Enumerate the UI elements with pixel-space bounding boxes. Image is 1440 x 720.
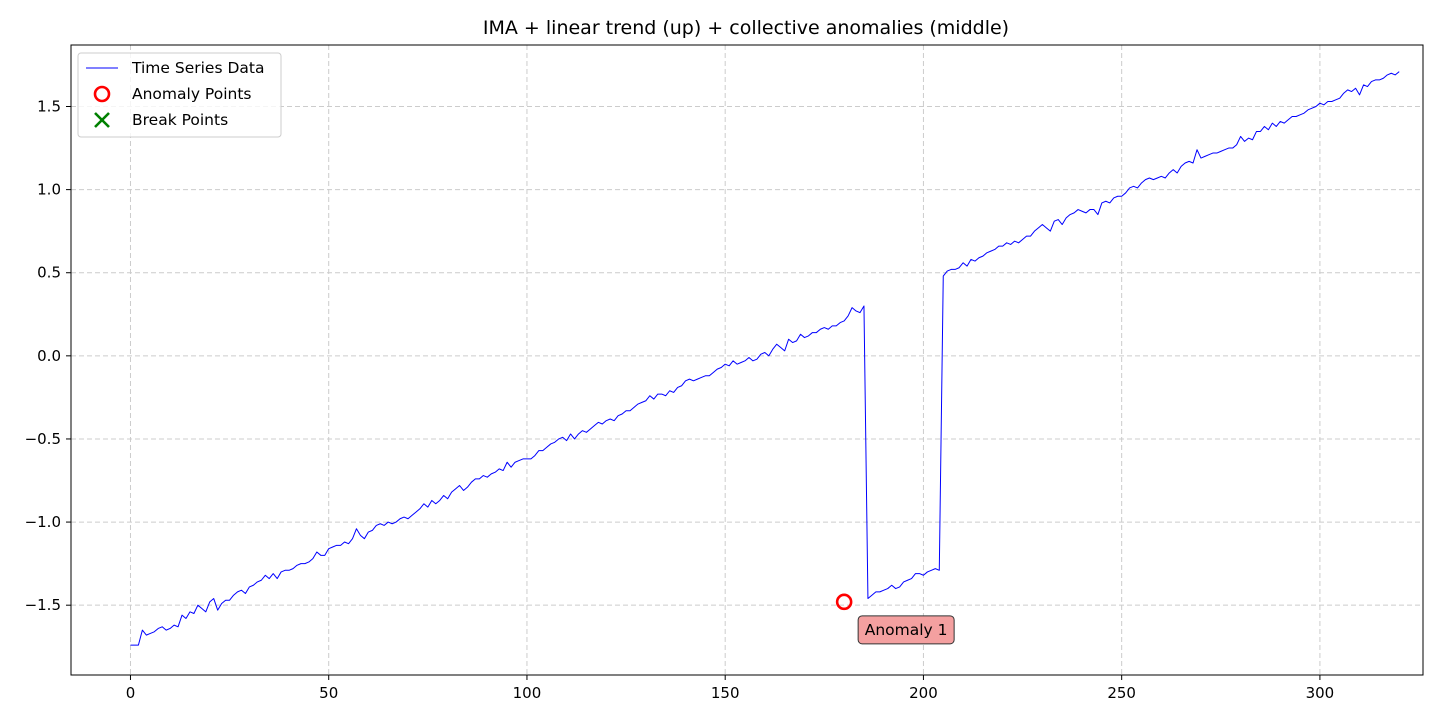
legend-label: Break Points xyxy=(132,111,228,129)
legend-box xyxy=(77,52,282,138)
anomaly-point xyxy=(835,593,853,611)
x-tick-label: 150 xyxy=(711,684,740,702)
y-tick-label: −0.5 xyxy=(25,430,61,448)
y-tick-label: 0.5 xyxy=(37,264,61,282)
x-tick-label: 50 xyxy=(319,684,338,702)
y-tick-label: 1.0 xyxy=(37,181,61,199)
legend: Time Series Data Anomaly Points Break Poin… xyxy=(77,52,282,138)
x-tick-label: 250 xyxy=(1107,684,1136,702)
y-tick-label: 0.0 xyxy=(37,347,61,365)
series-layer xyxy=(130,71,1400,646)
plot-frame xyxy=(70,44,1424,676)
y-tick-label: −1.0 xyxy=(25,513,61,531)
legend-circle-marker xyxy=(93,85,111,103)
y-tick-label: −1.5 xyxy=(25,596,61,614)
x-tick-label: 300 xyxy=(1306,684,1335,702)
legend-x-marker-stroke xyxy=(94,112,110,128)
x-tick-label: 200 xyxy=(909,684,938,702)
x-tick-label: 100 xyxy=(513,684,542,702)
anomaly-label-box xyxy=(857,615,955,645)
legend-label: Anomaly Points xyxy=(132,85,251,103)
legend-label: Time Series Data xyxy=(131,59,264,77)
axis-ticks: 0 50 100 150 200 250 300 −1.5 −1.0 −0.5 0.0 0.5 1.0 1… xyxy=(25,98,1335,702)
chart-title: IMA + linear trend (up) + collective ano… xyxy=(483,17,1009,39)
anomaly-layer: Anomaly 1 xyxy=(835,593,955,645)
series-line-time-series-data xyxy=(130,71,1400,646)
x-tick-label: 0 xyxy=(126,684,136,702)
y-tick-label: 1.5 xyxy=(37,98,61,116)
grid-lines xyxy=(71,45,1423,675)
anomaly-label: Anomaly 1 xyxy=(865,621,948,639)
